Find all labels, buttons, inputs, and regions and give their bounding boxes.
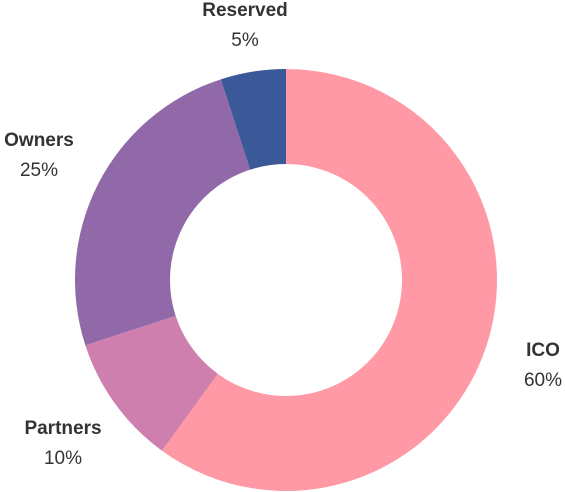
slice-reserved xyxy=(220,69,286,170)
slice-label-ico: ICO xyxy=(526,340,560,361)
slice-ico xyxy=(161,69,498,491)
slice-value-ico: 60% xyxy=(524,370,562,391)
slice-owners xyxy=(74,79,251,346)
labels-group: ICO 60% Partners 10% Owners 25% Reserved 5% xyxy=(4,0,562,469)
slice-label-owners: Owners xyxy=(4,130,74,151)
slice-partners xyxy=(85,315,218,451)
slice-value-owners: 25% xyxy=(20,160,58,181)
slice-label-partners: Partners xyxy=(24,418,101,439)
slice-value-partners: 10% xyxy=(44,448,82,469)
slice-value-reserved: 5% xyxy=(231,30,259,51)
slices-group xyxy=(74,69,498,491)
slice-label-reserved: Reserved xyxy=(202,0,288,21)
